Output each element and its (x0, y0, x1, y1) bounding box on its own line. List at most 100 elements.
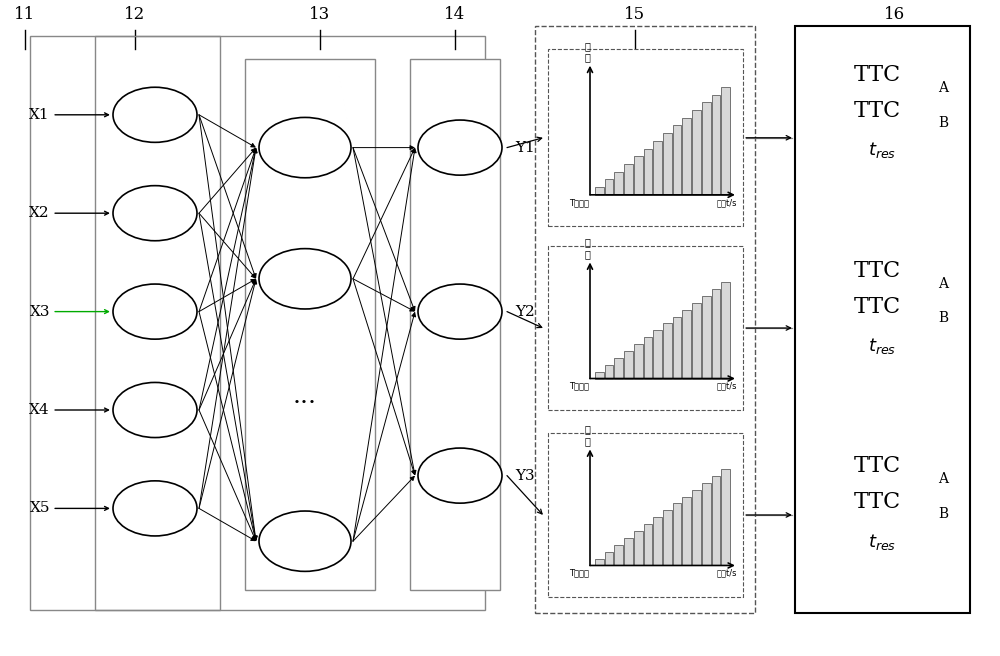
Text: X3: X3 (30, 304, 50, 319)
Bar (95, 36, 220, 610)
Text: Y2: Y2 (515, 304, 535, 319)
Bar (653, 331, 662, 379)
Bar (410, 59, 500, 590)
Bar (692, 490, 701, 565)
Text: T特征值: T特征值 (569, 198, 589, 207)
Bar (614, 545, 623, 565)
Bar (624, 351, 633, 379)
Text: A: A (939, 472, 949, 487)
Bar (644, 524, 652, 565)
Bar (595, 559, 604, 565)
Text: 12: 12 (124, 6, 146, 23)
Text: 11: 11 (14, 6, 36, 23)
Bar (721, 87, 730, 195)
Bar (692, 303, 701, 379)
Bar (634, 156, 643, 195)
Bar (653, 141, 662, 195)
Circle shape (259, 511, 351, 571)
Circle shape (259, 117, 351, 178)
Bar (605, 552, 613, 565)
Text: TTC: TTC (854, 64, 901, 86)
Bar (653, 518, 662, 565)
Circle shape (113, 481, 197, 536)
Text: X2: X2 (29, 206, 50, 220)
Bar (614, 358, 623, 379)
Text: T特征值: T特征值 (569, 382, 589, 391)
Text: 15: 15 (624, 6, 646, 23)
Bar (624, 164, 633, 195)
Text: 频
率: 频 率 (584, 424, 590, 446)
Text: X4: X4 (29, 403, 50, 417)
Text: X5: X5 (30, 501, 50, 516)
Circle shape (113, 382, 197, 438)
Text: 16: 16 (884, 6, 906, 23)
Bar (721, 469, 730, 565)
Circle shape (113, 186, 197, 241)
Bar (644, 337, 652, 379)
Bar (682, 310, 691, 379)
Bar (702, 102, 711, 195)
Bar (795, 26, 970, 613)
Text: 频
率: 频 率 (584, 237, 590, 259)
Text: ···: ··· (293, 392, 317, 415)
Bar (673, 317, 681, 379)
Text: TTC: TTC (854, 491, 901, 514)
Text: TTC: TTC (854, 100, 901, 122)
Text: X1: X1 (29, 108, 50, 122)
Bar (673, 504, 681, 565)
Bar (548, 433, 743, 597)
Bar (721, 282, 730, 379)
Text: 时间t/s: 时间t/s (717, 198, 737, 207)
Circle shape (418, 284, 502, 339)
Text: $t_{res}$: $t_{res}$ (868, 336, 897, 356)
Bar (702, 296, 711, 379)
Circle shape (113, 87, 197, 142)
Bar (634, 531, 643, 565)
Bar (682, 497, 691, 565)
Text: A: A (939, 277, 949, 291)
Bar (634, 344, 643, 379)
Text: 时间t/s: 时间t/s (717, 569, 737, 578)
Bar (605, 365, 613, 379)
Text: B: B (939, 507, 949, 522)
Bar (663, 133, 672, 195)
Bar (605, 179, 613, 195)
Text: TTC: TTC (854, 296, 901, 318)
Bar (595, 372, 604, 379)
Text: B: B (939, 115, 949, 130)
Bar (702, 483, 711, 565)
Text: 13: 13 (309, 6, 331, 23)
Bar (682, 117, 691, 195)
Bar (644, 148, 652, 195)
Circle shape (259, 249, 351, 309)
Bar (673, 125, 681, 195)
Bar (663, 510, 672, 565)
Text: TTC: TTC (854, 455, 901, 478)
Bar (624, 538, 633, 565)
Text: T特征值: T特征值 (569, 569, 589, 578)
Text: Y3: Y3 (515, 468, 535, 483)
Bar (692, 110, 701, 195)
Bar (535, 26, 755, 613)
Bar (712, 289, 720, 379)
Bar (548, 49, 743, 226)
Text: B: B (939, 312, 949, 325)
Bar (548, 246, 743, 410)
Bar (663, 323, 672, 379)
Bar (712, 476, 720, 565)
Bar (712, 94, 720, 195)
Circle shape (113, 284, 197, 339)
Circle shape (418, 448, 502, 503)
Circle shape (418, 120, 502, 175)
Text: $t_{res}$: $t_{res}$ (868, 532, 897, 552)
Text: TTC: TTC (854, 260, 901, 281)
Text: A: A (939, 81, 949, 95)
Text: Y1: Y1 (515, 140, 535, 155)
Bar (614, 172, 623, 195)
Text: 时间t/s: 时间t/s (717, 382, 737, 391)
Text: 14: 14 (444, 6, 466, 23)
Bar (245, 59, 375, 590)
Text: $t_{res}$: $t_{res}$ (868, 140, 897, 160)
Text: 频
率: 频 率 (584, 41, 590, 62)
Bar (595, 187, 604, 195)
